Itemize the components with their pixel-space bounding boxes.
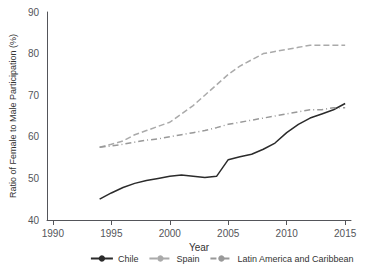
svg-text:1990: 1990 <box>42 228 65 239</box>
svg-text:Chile: Chile <box>118 254 139 264</box>
svg-text:80: 80 <box>28 48 40 59</box>
svg-text:Latin America and Caribbean: Latin America and Caribbean <box>237 254 353 264</box>
svg-text:60: 60 <box>28 131 40 142</box>
svg-text:1995: 1995 <box>100 228 123 239</box>
svg-text:2005: 2005 <box>217 228 240 239</box>
svg-text:70: 70 <box>28 90 40 101</box>
svg-text:Year: Year <box>189 242 210 253</box>
svg-text:2015: 2015 <box>334 228 357 239</box>
svg-text:2010: 2010 <box>276 228 299 239</box>
svg-text:50: 50 <box>28 173 40 184</box>
svg-text:90: 90 <box>28 7 40 18</box>
svg-text:Spain: Spain <box>176 254 199 264</box>
svg-text:Ratio of Female to Male Partic: Ratio of Female to Male Participation (%… <box>8 34 18 198</box>
svg-text:2000: 2000 <box>159 228 182 239</box>
svg-text:40: 40 <box>28 215 40 226</box>
